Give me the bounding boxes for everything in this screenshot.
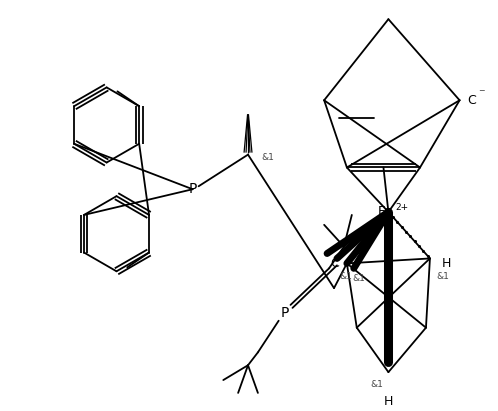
Text: 2+: 2+ bbox=[396, 203, 409, 212]
Text: H: H bbox=[442, 257, 451, 270]
Text: Fe: Fe bbox=[378, 206, 393, 219]
Text: &1: &1 bbox=[371, 379, 383, 388]
Text: &1: &1 bbox=[262, 153, 275, 162]
Text: P: P bbox=[280, 306, 289, 320]
Text: &1: &1 bbox=[339, 272, 352, 281]
Text: C: C bbox=[468, 94, 476, 107]
Text: &1: &1 bbox=[437, 272, 450, 281]
Text: ⁻: ⁻ bbox=[336, 252, 342, 263]
Text: P: P bbox=[188, 182, 197, 196]
Text: H: H bbox=[384, 395, 393, 408]
Text: &1: &1 bbox=[353, 274, 366, 283]
Text: C: C bbox=[330, 257, 339, 270]
Text: ⁻: ⁻ bbox=[479, 87, 485, 100]
